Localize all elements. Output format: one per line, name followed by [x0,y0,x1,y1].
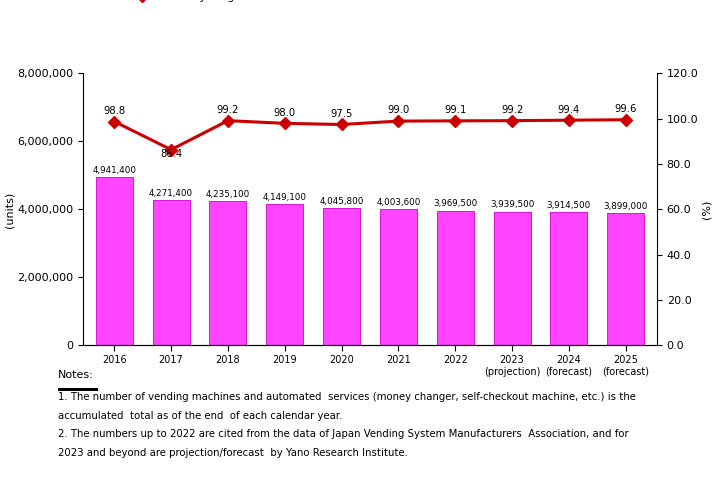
Bar [607,213,644,345]
Text: 86.4: 86.4 [160,149,182,159]
Bar [550,212,588,345]
Text: accumulated  total as of the end  of each calendar year.: accumulated total as of the end of each … [58,411,342,420]
Text: 4,045,800: 4,045,800 [319,196,364,206]
Text: 99.4: 99.4 [558,104,580,115]
Y-axis label: (units): (units) [4,192,14,227]
Text: 4,149,100: 4,149,100 [263,193,307,202]
Text: 98.8: 98.8 [103,106,126,116]
Bar [380,209,417,345]
Text: 98.0: 98.0 [274,108,296,118]
Text: 3,939,500: 3,939,500 [490,200,534,209]
Text: 4,235,100: 4,235,100 [206,190,250,199]
Text: 4,003,600: 4,003,600 [376,198,421,207]
Legend: Number of vending machines and automated services(accumulated, as of the end
of : Number of vending machines and automated… [132,0,608,4]
Bar [152,200,190,345]
Text: 3,914,500: 3,914,500 [547,201,591,210]
Text: 99.6: 99.6 [614,104,637,114]
Text: 4,271,400: 4,271,400 [149,189,193,198]
Text: 1. The number of vending machines and automated  services (money changer, self-c: 1. The number of vending machines and au… [58,392,635,402]
Text: 99.0: 99.0 [387,105,409,116]
Text: 97.5: 97.5 [331,109,353,119]
Bar [96,177,133,345]
Text: 4,941,400: 4,941,400 [92,166,136,175]
Bar [209,201,246,345]
Text: 2023 and beyond are projection/forecast  by Yano Research Institute.: 2023 and beyond are projection/forecast … [58,448,408,458]
Bar [494,212,531,345]
Bar [266,204,303,345]
Bar [437,211,474,345]
Text: 99.1: 99.1 [444,105,466,115]
Text: 99.2: 99.2 [501,105,523,115]
Text: 3,899,000: 3,899,000 [604,202,648,211]
Text: Notes:: Notes: [58,370,94,380]
Text: 99.2: 99.2 [217,105,239,115]
Text: 2. The numbers up to 2022 are cited from the data of Japan Vending System Manufa: 2. The numbers up to 2022 are cited from… [58,429,628,439]
Y-axis label: (%): (%) [701,200,711,219]
Bar [323,208,360,345]
Text: 3,969,500: 3,969,500 [433,199,477,208]
